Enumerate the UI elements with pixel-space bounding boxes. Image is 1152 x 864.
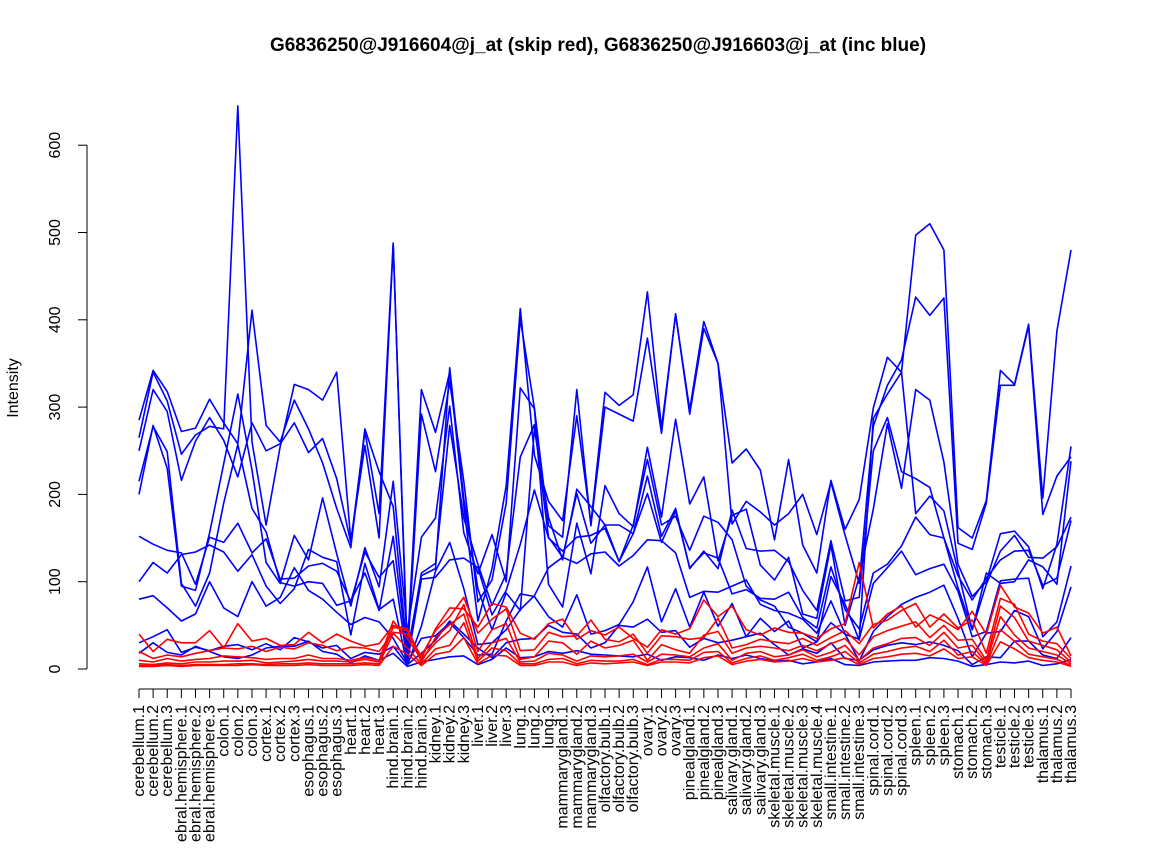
x-tick-label: spinal.cord.2 [879, 705, 896, 796]
x-tick-label: mammarygland.3 [583, 705, 600, 829]
series-line [138, 538, 1072, 667]
series-line [138, 603, 1072, 663]
x-tick-label: mammarygland.2 [569, 705, 586, 829]
x-tick-label: cerebellum.3 [159, 705, 176, 797]
series-line [138, 613, 1072, 666]
x-tick-label: pinealgland.3 [710, 705, 727, 800]
x-tick-label: heart.1 [343, 705, 360, 755]
x-tick-label: cortex.2 [272, 705, 289, 762]
x-tick-label: kidney.1 [428, 705, 445, 764]
x-tick-label: cerebellum.1 [131, 705, 148, 797]
x-tick-label: ovary.1 [639, 705, 656, 756]
x-tick-label: hind.brain.1 [385, 705, 402, 789]
x-tick-label: skeletal.muscle.1 [766, 705, 783, 828]
x-tick-label: spleen.1 [908, 705, 925, 766]
x-tick-label: esophagus.2 [315, 705, 332, 797]
x-tick-label: skeletal.muscle.3 [795, 705, 812, 828]
x-tick-label: hind.brain.2 [399, 705, 416, 789]
x-tick-label: liver.3 [498, 705, 515, 747]
x-tick-label: spleen.2 [922, 705, 939, 766]
x-tick-label: mammarygland.1 [555, 705, 572, 829]
x-tick-label: testicle.2 [1007, 705, 1024, 768]
x-tick-label: thalamus.2 [1049, 705, 1066, 783]
x-tick-label: skeletal.muscle.2 [781, 705, 798, 828]
y-tick-label: 200 [47, 481, 64, 508]
y-tick-label: 400 [47, 306, 64, 333]
x-tick-label: colon.1 [216, 705, 233, 757]
series-line [138, 640, 1072, 668]
x-tick-label: ovary.2 [653, 705, 670, 756]
series-layer [138, 105, 1072, 668]
x-tick-label: lung.1 [512, 705, 529, 749]
x-tick-label: olfactory.bulb.1 [597, 705, 614, 812]
x-tick-label: colon.3 [244, 705, 261, 757]
x-tick-label: ebral.hemisphere.2 [187, 705, 204, 842]
x-tick-label: spinal.cord.3 [894, 705, 911, 796]
series-line [138, 596, 1072, 660]
x-tick-label: stomach.3 [978, 705, 995, 779]
x-tick-label: testicle.3 [1021, 705, 1038, 768]
x-tick-label: cortex.3 [286, 705, 303, 762]
y-tick-label: 300 [47, 394, 64, 421]
x-tick-label: colon.2 [230, 705, 247, 757]
x-tick-label: esophagus.1 [300, 705, 317, 797]
x-tick-label: pinealgland.1 [682, 705, 699, 800]
y-tick-label: 600 [47, 132, 64, 159]
x-tick-label: skeletal.muscle.4 [809, 705, 826, 828]
x-tick-label: liver.2 [484, 705, 501, 747]
x-tick-label: kidney.3 [456, 705, 473, 764]
x-tick-label: thalamus.1 [1035, 705, 1052, 783]
y-axis: 0 100 200 300 400 500 600 [47, 132, 88, 673]
y-tick-label: 0 [47, 664, 64, 673]
series-line [138, 489, 1072, 664]
x-tick-label: small.intestine.3 [851, 705, 868, 820]
y-axis-label: Intensity [5, 358, 22, 418]
x-tick-label: stomach.1 [950, 705, 967, 779]
x-tick-label: stomach.2 [964, 705, 981, 779]
series-line [139, 621, 1072, 667]
x-tick-label: ebral.hemisphere.3 [202, 705, 219, 842]
x-tick-label: salivary.gland.2 [738, 705, 755, 815]
x-tick-label: thalamus.3 [1063, 705, 1080, 783]
y-tick-label: 100 [47, 568, 64, 595]
series-line [138, 105, 1072, 653]
x-tick-label: lung.3 [541, 705, 558, 749]
x-tick-label: ebral.hemisphere.1 [173, 705, 190, 842]
x-tick-label: testicle.1 [992, 705, 1009, 768]
x-tick-label: spleen.3 [936, 705, 953, 766]
x-tick-label: spinal.cord.1 [865, 705, 882, 796]
x-tick-label: small.intestine.2 [837, 705, 854, 820]
x-tick-label: pinealgland.2 [696, 705, 713, 800]
series-line [138, 416, 1072, 657]
x-tick-label: cerebellum.2 [145, 705, 162, 797]
chart-title: G6836250@J916604@j_at (skip red), G68362… [270, 35, 926, 56]
series-line [138, 618, 1072, 666]
x-tick-label: kidney.2 [442, 705, 459, 764]
x-tick-label: esophagus.3 [329, 705, 346, 797]
x-tick-label: heart.3 [371, 705, 388, 755]
x-tick-label: salivary.gland.1 [724, 705, 741, 815]
x-tick-label: cortex.1 [258, 705, 275, 762]
series-line [139, 636, 1072, 668]
x-tick-label: heart.2 [357, 705, 374, 755]
x-tick-label: olfactory.bulb.2 [611, 705, 628, 812]
x-tick-label: hind.brain.3 [413, 705, 430, 789]
series-line [138, 566, 1072, 664]
x-tick-label: lung.2 [526, 705, 543, 749]
x-tick-label: liver.1 [470, 705, 487, 747]
x-axis: cerebellum.1cerebellum.2cerebellum.3ebra… [131, 688, 1080, 842]
y-tick-label: 500 [47, 219, 64, 246]
x-tick-label: small.intestine.1 [823, 705, 840, 820]
series-line [138, 387, 1072, 634]
series-line [138, 242, 1072, 662]
x-tick-label: salivary.gland.3 [752, 705, 769, 815]
series-line [138, 561, 1072, 660]
x-tick-label: ovary.3 [668, 705, 685, 756]
x-tick-label: olfactory.bulb.3 [625, 705, 642, 812]
